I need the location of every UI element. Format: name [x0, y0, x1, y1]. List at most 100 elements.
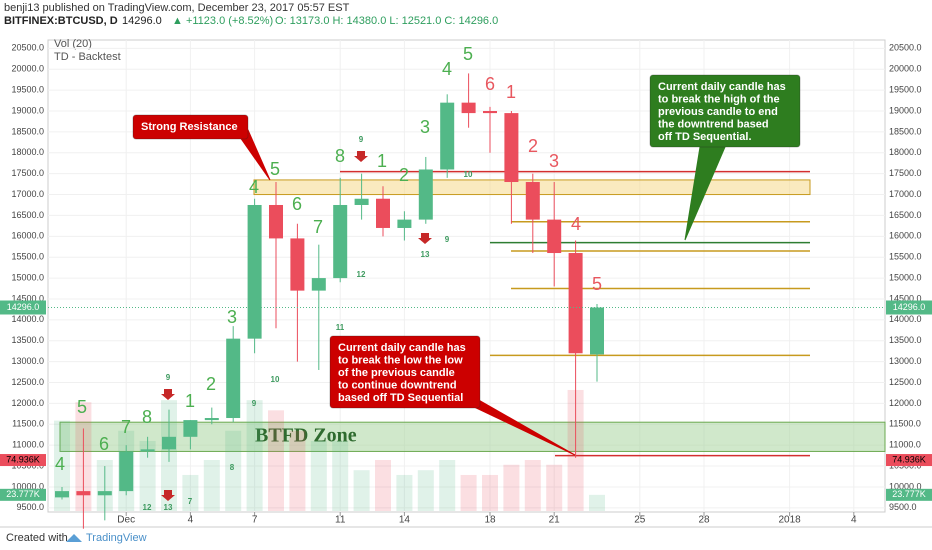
td-label: 10	[464, 170, 473, 179]
y-tick-label-right: 10000.0	[889, 481, 922, 491]
y-tick-label-right: 18000.0	[889, 147, 922, 157]
td-label: 9	[166, 373, 171, 382]
volume-bar	[353, 470, 370, 511]
y-tick-label-right: 9500.0	[889, 502, 917, 512]
y-tick-label: 13000.0	[11, 356, 44, 366]
y-tick-label: 14000.0	[11, 314, 44, 324]
td-label: 7	[121, 417, 131, 437]
volume-bar	[589, 494, 605, 511]
y-tick-label: 11500.0	[12, 419, 44, 429]
x-tick-label: 4	[188, 515, 194, 526]
td-label: 2	[399, 165, 409, 185]
callout-text: Strong Resistance	[141, 121, 238, 133]
callout-text: previous candle to end	[658, 106, 778, 118]
y-tick-label: 17000.0	[11, 189, 44, 199]
y-tick-label-right: 12500.0	[889, 377, 922, 387]
candle-body	[483, 111, 497, 114]
td-arrow	[161, 490, 175, 501]
y-tick-label: 20500.0	[11, 43, 44, 53]
candle-body	[376, 198, 390, 228]
td-label: 3	[549, 151, 559, 171]
x-tick-label: 11	[335, 515, 346, 526]
candle-body	[140, 449, 155, 452]
y-tick-label-right: 17000.0	[889, 189, 922, 199]
candle-body	[354, 198, 369, 205]
symbol: BITFINEX:BTCUSD, D	[4, 15, 118, 27]
header: benji13 published on TradingView.com, De…	[4, 2, 350, 14]
td-label: 2	[206, 374, 216, 394]
volume-bar	[375, 460, 391, 511]
candle-body	[418, 169, 433, 220]
td-label: 12	[143, 503, 152, 512]
td-label: 5	[77, 397, 87, 417]
volume-badge	[886, 488, 932, 501]
y-tick-label: 18500.0	[11, 126, 44, 136]
volume-badge-label: 74.936K	[6, 454, 40, 464]
volume-bar	[225, 430, 242, 511]
callout-text: based off TD Sequential	[338, 392, 463, 404]
candle-body	[547, 219, 562, 254]
volume-badge-label: 74.936K	[892, 454, 926, 464]
candle-body	[397, 219, 412, 228]
volume-badge-label: 23.777K	[892, 489, 926, 499]
y-tick-label: 12000.0	[11, 398, 44, 408]
y-tick-label: 20000.0	[11, 64, 44, 74]
y-tick-label: 12500.0	[11, 377, 44, 387]
candle-body	[461, 102, 476, 114]
td-label: 8	[335, 146, 345, 166]
volume-bar	[503, 464, 520, 511]
candle-body	[162, 436, 176, 450]
y-tick-label-right: 19000.0	[889, 105, 922, 115]
volume-badge-label: 23.777K	[6, 489, 40, 499]
callout-text: off TD Sequential.	[658, 131, 752, 143]
td-label: 9	[252, 399, 257, 408]
td-label: 6	[292, 194, 302, 214]
td-arrow	[161, 389, 175, 400]
change: ▲ +1123.0 (+8.52%)	[172, 15, 273, 27]
candle-body	[119, 451, 134, 492]
y-tick-label-right: 12000.0	[889, 398, 922, 408]
volume-bar	[482, 474, 498, 511]
volume-badge	[0, 488, 46, 501]
volume-bar	[182, 474, 199, 511]
callout-box	[329, 335, 481, 409]
td-label: 13	[421, 250, 430, 259]
volume-bar	[310, 440, 327, 511]
td-label: 4	[571, 214, 581, 234]
y-tick-label: 17500.0	[11, 168, 44, 178]
td-label: 2	[528, 136, 538, 156]
td-label: 6	[99, 434, 109, 454]
x-tick-label: 14	[399, 515, 411, 526]
td-label: 13	[164, 503, 173, 512]
y-tick-label: 15500.0	[11, 252, 44, 262]
volume-bar	[268, 410, 284, 511]
td-label: 9	[445, 235, 450, 244]
td-label: 8	[142, 407, 152, 427]
y-tick-label: 18000.0	[11, 147, 44, 157]
candle-body	[204, 418, 219, 421]
td-label: 12	[357, 270, 366, 279]
td-label: 4	[249, 177, 259, 197]
y-tick-label-right: 11500.0	[889, 419, 921, 429]
td-arrow	[418, 233, 432, 244]
candle-body	[333, 204, 348, 279]
legend-td: TD - Backtest	[54, 51, 121, 63]
volume-badge	[886, 454, 932, 467]
x-tick-label: Dec	[117, 515, 135, 526]
td-label: 3	[420, 117, 430, 137]
volume-bar	[396, 474, 413, 511]
volume-bar	[460, 474, 477, 511]
callout-text: of the previous candle	[338, 367, 455, 379]
volume-bar	[439, 460, 456, 511]
footer-brand: TradingView	[86, 532, 147, 544]
volume-bar	[203, 460, 220, 511]
candle-body	[568, 253, 583, 354]
x-tick-label: 2018	[778, 515, 801, 526]
candle-body	[290, 238, 305, 291]
candle-body	[76, 491, 91, 496]
td-label: 5	[592, 274, 602, 294]
candle-body	[440, 102, 455, 170]
volume-badge	[0, 454, 46, 467]
y-tick-label: 19500.0	[11, 84, 44, 94]
td-label: 5	[463, 44, 473, 64]
